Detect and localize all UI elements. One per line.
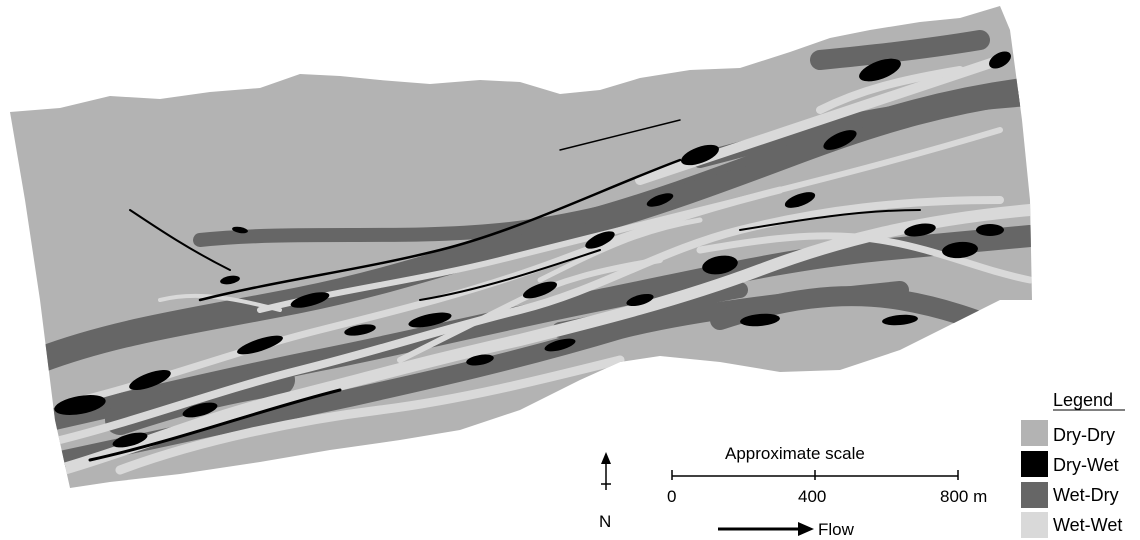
scale-tick-800: 800 m	[940, 487, 987, 506]
legend: Legend Dry-Dry Dry-Wet Wet-Dry Wet-Wet	[1021, 390, 1125, 538]
legend-label-wet-wet: Wet-Wet	[1053, 515, 1122, 535]
north-arrow: N	[599, 452, 611, 531]
north-label: N	[599, 512, 611, 531]
legend-title: Legend	[1053, 390, 1113, 410]
scale-bar-title: Approximate scale	[725, 444, 865, 463]
map-dry-wet-areas	[54, 51, 1011, 448]
scale-bar: Approximate scale 0 400 800 m	[667, 444, 987, 506]
legend-swatch-dry-wet	[1021, 451, 1048, 477]
legend-label-dry-dry: Dry-Dry	[1053, 425, 1115, 445]
map-dry-wet-threads	[88, 119, 921, 462]
flow-label: Flow	[818, 520, 855, 539]
legend-swatch-dry-dry	[1021, 420, 1048, 446]
legend-swatch-wet-wet	[1021, 512, 1048, 538]
map-wet-wet-channels	[54, 55, 1032, 476]
scale-tick-0: 0	[667, 487, 676, 506]
legend-swatch-wet-dry	[1021, 482, 1048, 508]
scale-tick-400: 400	[798, 487, 826, 506]
legend-label-dry-wet: Dry-Wet	[1053, 455, 1119, 475]
legend-label-wet-dry: Wet-Dry	[1053, 485, 1119, 505]
flow-arrow: Flow	[718, 520, 855, 539]
